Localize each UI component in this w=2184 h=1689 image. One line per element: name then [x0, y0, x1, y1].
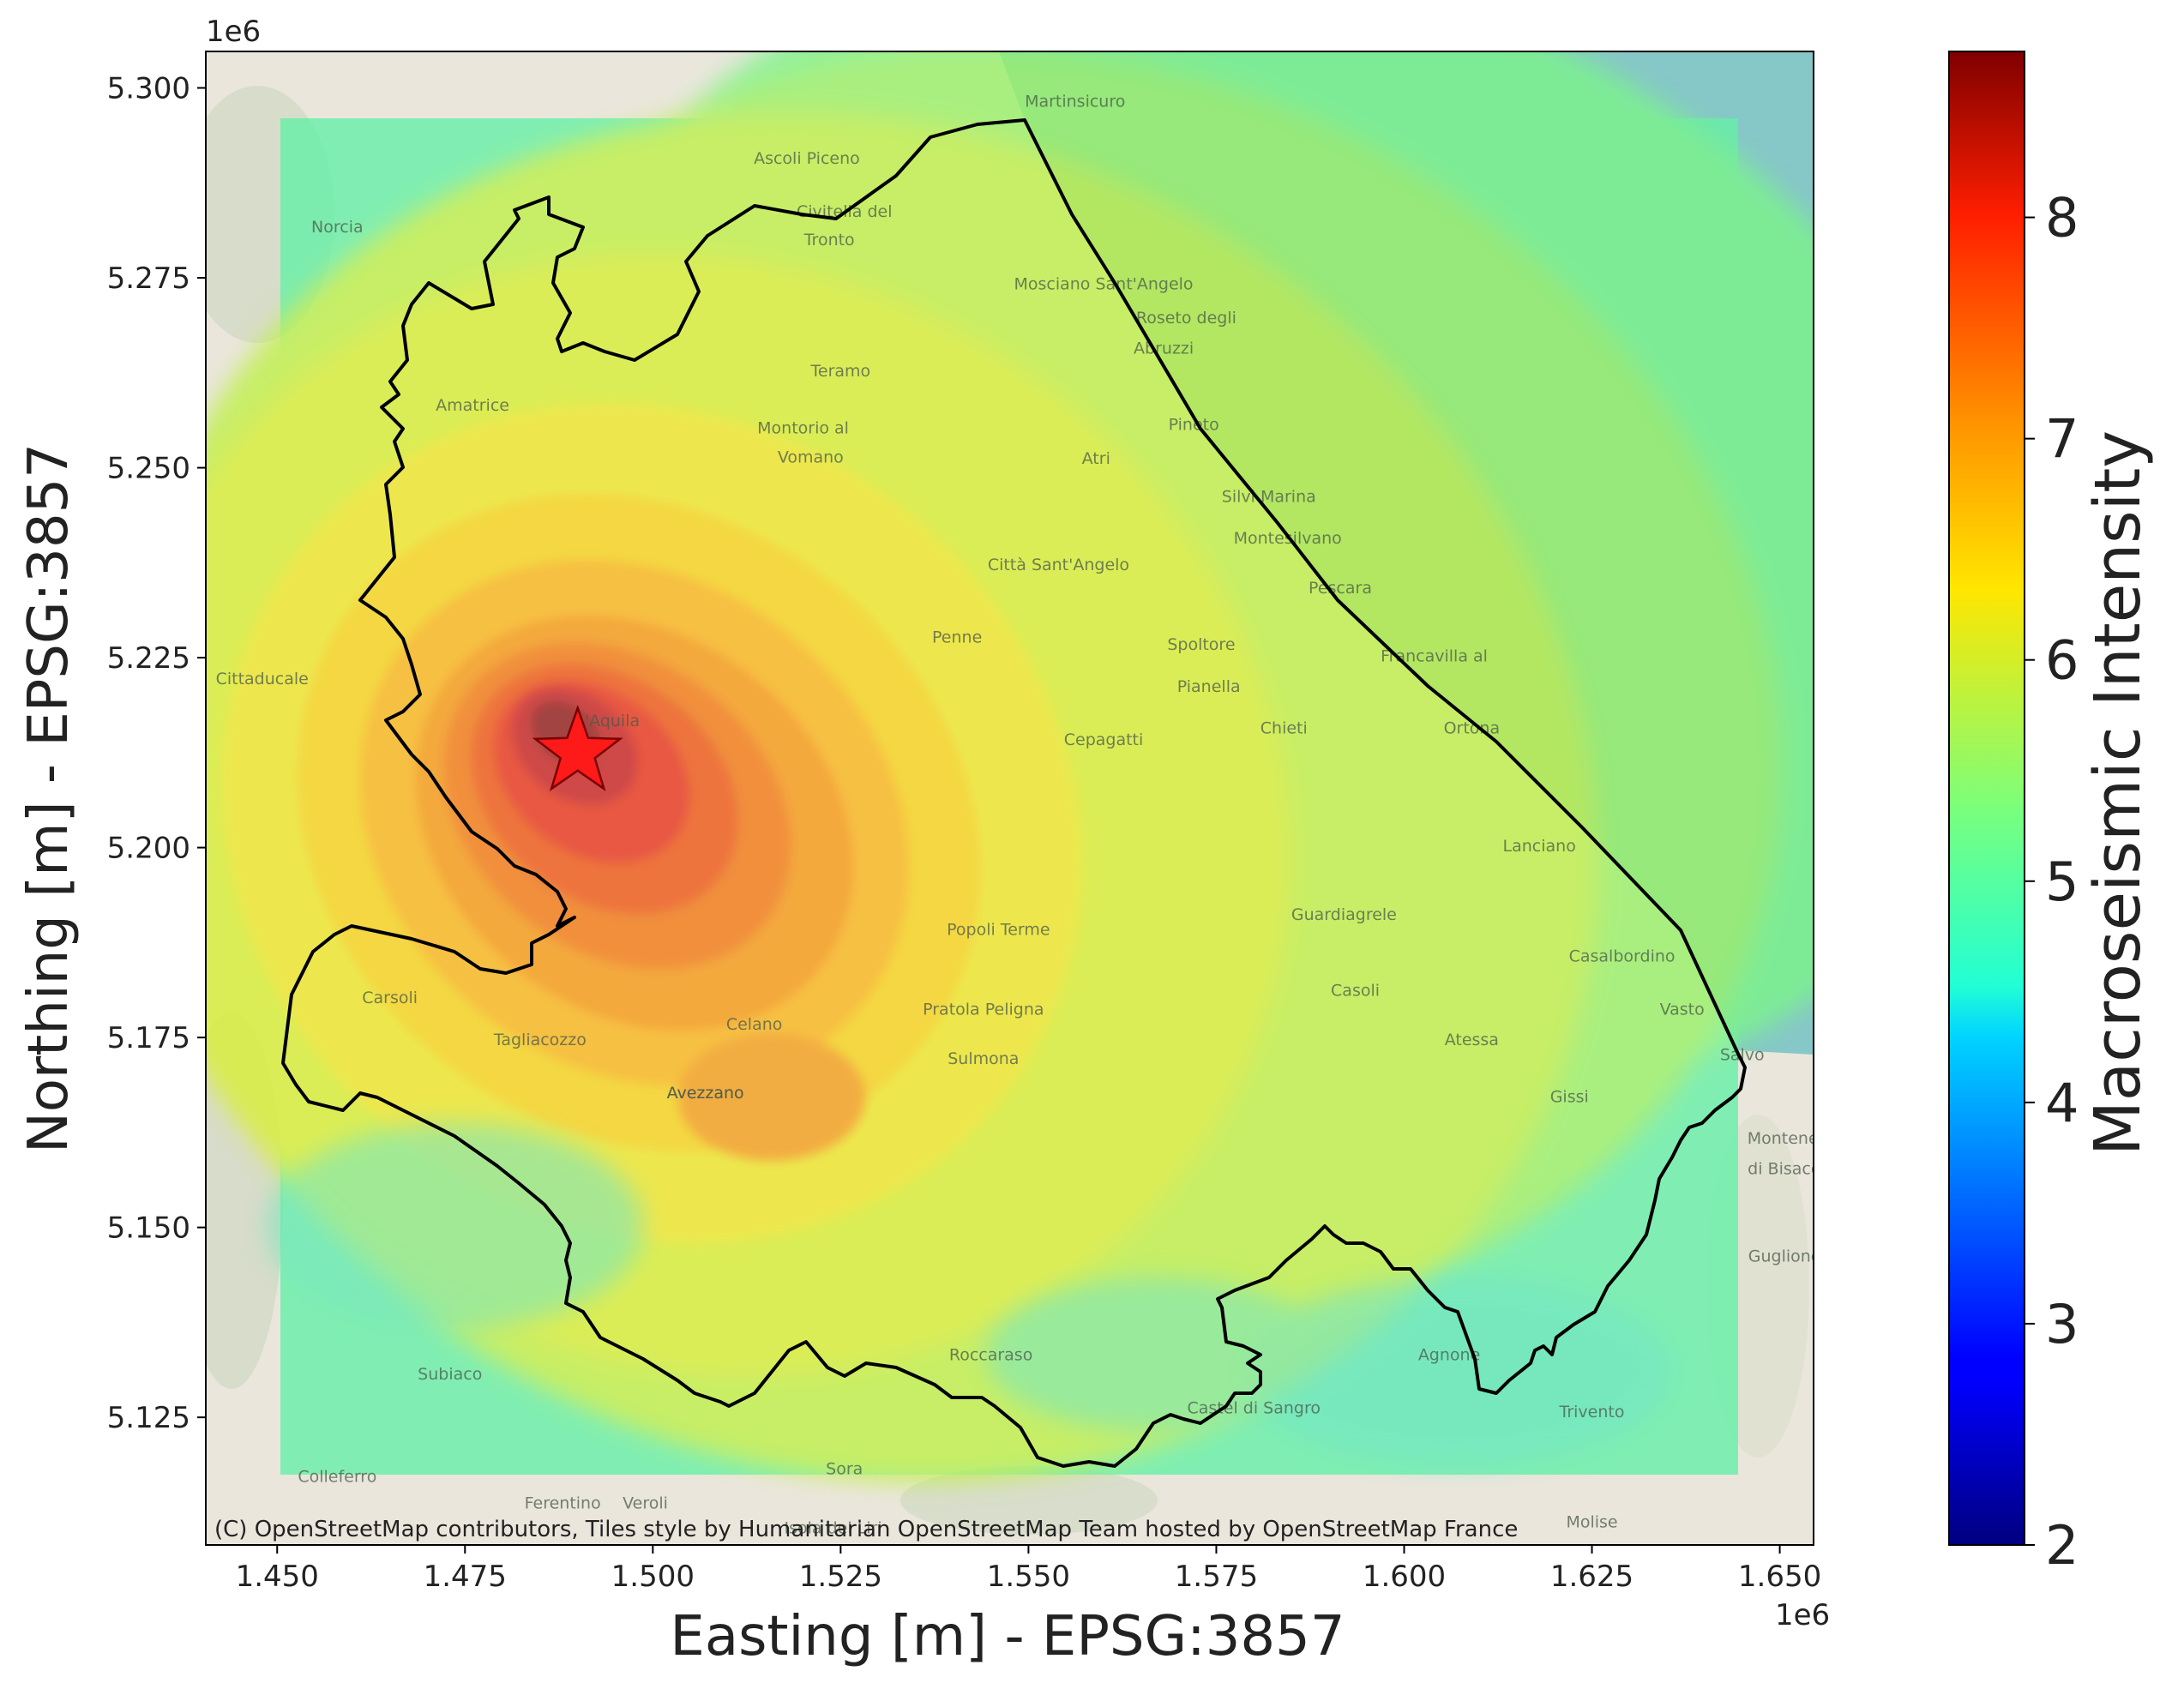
- colorbar-tick-label: 3: [2045, 1293, 2079, 1355]
- place-label: Cittaducale: [216, 670, 309, 688]
- x-tick-label: 1.600: [1363, 1560, 1446, 1594]
- y-tick-label: 5.250: [107, 452, 190, 486]
- place-label: Pescara: [1309, 579, 1372, 598]
- place-label: Agnone: [1418, 1346, 1480, 1365]
- y-tick-label: 5.300: [107, 72, 190, 106]
- y-tick-label: 5.175: [107, 1021, 190, 1055]
- place-label: Abruzzi: [1134, 340, 1194, 358]
- y-axis-ticks: 5.300 5.275 5.250 5.225 5.200 5.175 5.150 5.125: [107, 72, 206, 1435]
- place-label: Tronto: [803, 231, 855, 249]
- colorbar-tick-label: 7: [2045, 408, 2079, 471]
- place-label: Pratola Peligna: [923, 1001, 1044, 1019]
- x-tick-label: 1.575: [1175, 1560, 1258, 1594]
- colorbar-label: Macroseismic Intensity: [2081, 430, 2155, 1156]
- place-label: Francavilla al: [1381, 647, 1488, 666]
- x-tick-label: 1.450: [236, 1560, 319, 1594]
- colorbar: 2 3 4 5 6 7 8 Macroseismic Intensity: [1948, 51, 2155, 1577]
- place-label: Roseto degli: [1136, 309, 1236, 328]
- x-tick-label: 1.550: [987, 1560, 1070, 1594]
- place-label: Popoli Terme: [947, 920, 1050, 939]
- y-offset-label: 1e6: [206, 15, 261, 49]
- y-tick-label: 5.150: [107, 1211, 190, 1246]
- place-label: Subiaco: [418, 1365, 482, 1384]
- place-label: Guglionesi: [1748, 1247, 1834, 1265]
- place-label: Lanciano: [1503, 837, 1576, 856]
- colorbar-gradient: [1948, 51, 2025, 1546]
- place-label: Trivento: [1559, 1403, 1625, 1422]
- epicenter-star-icon[interactable]: [532, 705, 623, 791]
- place-label: Atessa: [1445, 1031, 1499, 1049]
- place-label: Celano: [726, 1015, 783, 1034]
- place-label: Casalbordino: [1569, 947, 1676, 966]
- place-label: Montorio al: [757, 419, 849, 438]
- y-axis-label: Northing [m] - EPSG:3857: [17, 443, 81, 1153]
- x-tick-label: 1.500: [611, 1560, 695, 1594]
- place-label: Carsoli: [362, 989, 418, 1007]
- place-label: Avezzano: [667, 1084, 744, 1103]
- colorbar-tick-label: 8: [2045, 187, 2079, 249]
- place-label: Chieti: [1260, 719, 1308, 738]
- x-tick-label: 1.625: [1550, 1560, 1633, 1594]
- place-label: Gissi: [1550, 1087, 1589, 1106]
- place-label: Ascoli Piceno: [754, 149, 860, 168]
- place-label: Vasto: [1660, 1001, 1705, 1019]
- colorbar-tick-label: 5: [2045, 851, 2079, 913]
- place-label: Tagliacozzo: [493, 1031, 587, 1049]
- x-tick-label: 1.525: [799, 1560, 882, 1594]
- place-label: Atri: [1082, 449, 1110, 468]
- place-label: Vomano: [778, 448, 844, 466]
- x-tick-label: 1.475: [424, 1560, 507, 1594]
- map-attribution: (C) OpenStreetMap contributors, Tiles st…: [214, 1517, 1518, 1542]
- place-label: Penne: [932, 628, 982, 646]
- place-label: Amatrice: [436, 396, 509, 415]
- place-label: L'Aquila: [575, 712, 640, 730]
- place-label: Casoli: [1331, 981, 1380, 1000]
- x-axis-ticks: 1.450 1.475 1.500 1.525 1.550 1.575 1.600 1.625…: [236, 1545, 1821, 1594]
- y-tick-label: 5.125: [107, 1401, 190, 1435]
- colorbar-ticks: 2 3 4 5 6 7 8: [2025, 187, 2079, 1577]
- place-label: Martinsicuro: [1025, 93, 1125, 111]
- place-label: Montenero: [1748, 1129, 1835, 1148]
- place-label: Cepagatti: [1064, 730, 1144, 749]
- x-axis-label: Easting [m] - EPSG:3857: [670, 1605, 1345, 1668]
- place-label: Castel di Sangro: [1188, 1399, 1321, 1418]
- colorbar-tick-label: 6: [2045, 629, 2079, 692]
- place-label: Pineto: [1169, 415, 1219, 434]
- colorbar-tick-label: 4: [2045, 1072, 2079, 1134]
- y-tick-label: 5.200: [107, 832, 190, 866]
- place-label: Silvi Marina: [1222, 487, 1316, 506]
- place-label: Salvo: [1720, 1046, 1765, 1065]
- x-tick-label: 1.650: [1738, 1560, 1821, 1594]
- place-label: Sora: [826, 1460, 863, 1479]
- region-boundary: [281, 118, 1747, 1468]
- place-label: Colleferro: [298, 1467, 376, 1486]
- map-frame: [205, 51, 1814, 1546]
- y-tick-label: 5.225: [107, 641, 190, 676]
- place-label: Teramo: [810, 362, 871, 381]
- place-label: Isola del Liri: [785, 1519, 882, 1538]
- place-label: Ferentino: [525, 1494, 601, 1512]
- place-label: Veroli: [623, 1494, 668, 1512]
- colorbar-tick-label: 2: [2045, 1514, 2079, 1577]
- place-label: Roccaraso: [949, 1346, 1033, 1365]
- y-tick-label: 5.275: [107, 261, 190, 296]
- place-label: Città Sant'Angelo: [988, 556, 1129, 574]
- place-label: Norcia: [311, 218, 364, 237]
- place-label: Pianella: [1177, 677, 1241, 696]
- x-offset-label: 1e6: [1775, 1598, 1830, 1632]
- place-label: Molise: [1566, 1513, 1617, 1532]
- place-label: Guardiagrele: [1291, 905, 1397, 924]
- place-label: Mosciano Sant'Angelo: [1014, 274, 1193, 293]
- place-label: Spoltore: [1167, 635, 1235, 654]
- place-label: Sulmona: [948, 1049, 1019, 1068]
- place-label: Avezzano: [667, 1084, 744, 1103]
- place-label: di Bisaccia: [1748, 1160, 1834, 1179]
